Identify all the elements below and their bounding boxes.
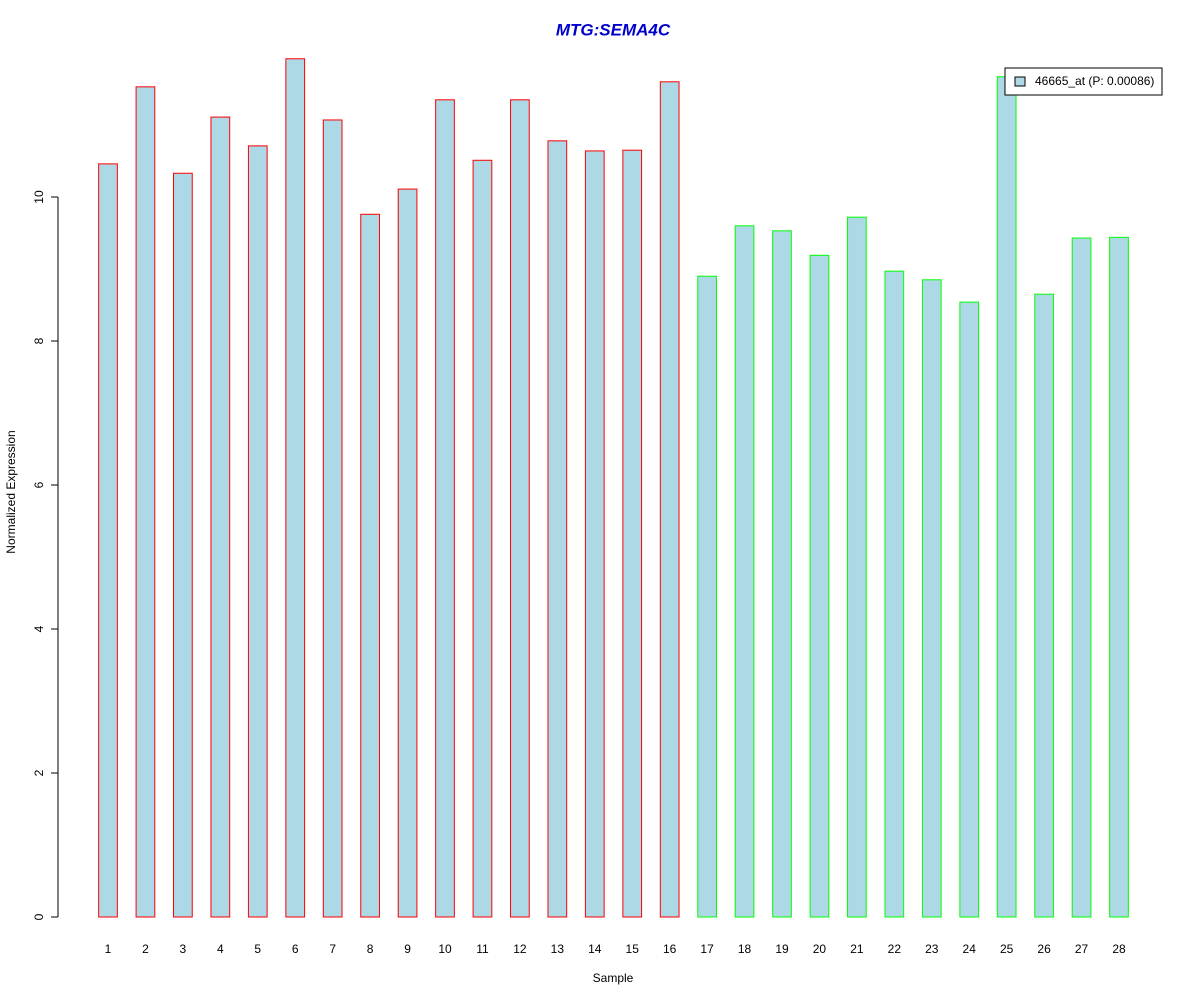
x-axis-title: Sample <box>593 971 634 985</box>
x-tick-label: 13 <box>551 942 565 956</box>
x-tick-label: 14 <box>588 942 602 956</box>
x-tick-label: 16 <box>663 942 677 956</box>
x-tick-label: 22 <box>888 942 902 956</box>
x-tick-label: 19 <box>775 942 789 956</box>
chart-title: MTG:SEMA4C <box>556 20 671 39</box>
bar <box>247 145 268 918</box>
x-tick-label: 12 <box>513 942 527 956</box>
x-tick-label: 2 <box>142 942 149 956</box>
bar <box>584 150 605 918</box>
x-tick-label: 6 <box>292 942 299 956</box>
x-tick-label: 5 <box>254 942 261 956</box>
bar <box>622 149 643 918</box>
bar <box>659 81 680 918</box>
x-tick-label: 25 <box>1000 942 1014 956</box>
bar <box>135 86 156 918</box>
bar <box>1034 293 1054 918</box>
x-tick-label: 27 <box>1075 942 1089 956</box>
legend-label: 46665_at (P: 0.00086) <box>1035 74 1154 88</box>
y-tick-label: 4 <box>32 625 46 632</box>
x-tick-label: 17 <box>700 942 714 956</box>
bar <box>847 216 867 918</box>
y-tick-label: 0 <box>32 913 46 920</box>
bar <box>959 301 980 918</box>
legend-box <box>1004 67 1163 96</box>
bar <box>472 159 493 918</box>
y-axis-title: Normalized Expression <box>4 430 18 553</box>
x-tick-label: 21 <box>850 942 864 956</box>
y-tick-label: 8 <box>32 337 46 344</box>
bar <box>435 99 455 918</box>
bar <box>285 58 306 918</box>
y-tick-label: 10 <box>32 190 46 204</box>
bar <box>397 188 418 918</box>
x-tick-label: 8 <box>367 942 374 956</box>
x-tick-label: 4 <box>217 942 224 956</box>
x-tick-label: 10 <box>438 942 452 956</box>
x-tick-label: 20 <box>813 942 827 956</box>
bar <box>98 163 118 918</box>
x-tick-label: 15 <box>626 942 640 956</box>
bar <box>173 172 193 918</box>
bar <box>1071 237 1092 918</box>
bar <box>1109 236 1129 918</box>
bar <box>510 99 530 918</box>
y-tick-label: 6 <box>32 481 46 488</box>
x-tick-label: 1 <box>105 942 112 956</box>
bar <box>547 140 568 918</box>
y-tick-label: 2 <box>32 769 46 776</box>
bar <box>734 225 755 918</box>
x-tick-label: 11 <box>476 942 489 956</box>
x-tick-label: 28 <box>1112 942 1126 956</box>
x-tick-label: 23 <box>925 942 939 956</box>
x-tick-label: 9 <box>404 942 411 956</box>
x-tick-label: 3 <box>180 942 187 956</box>
bar <box>921 279 942 918</box>
x-tick-label: 18 <box>738 942 752 956</box>
bar <box>996 76 1017 918</box>
legend-swatch <box>1014 76 1026 87</box>
x-tick-label: 26 <box>1037 942 1051 956</box>
x-tick-label: 7 <box>329 942 336 956</box>
bar <box>360 213 380 918</box>
bar <box>210 116 231 918</box>
bar <box>772 230 792 918</box>
bar <box>884 270 905 918</box>
bar <box>697 275 717 918</box>
bar <box>809 254 830 918</box>
x-tick-label: 24 <box>963 942 977 956</box>
bar <box>322 119 343 918</box>
